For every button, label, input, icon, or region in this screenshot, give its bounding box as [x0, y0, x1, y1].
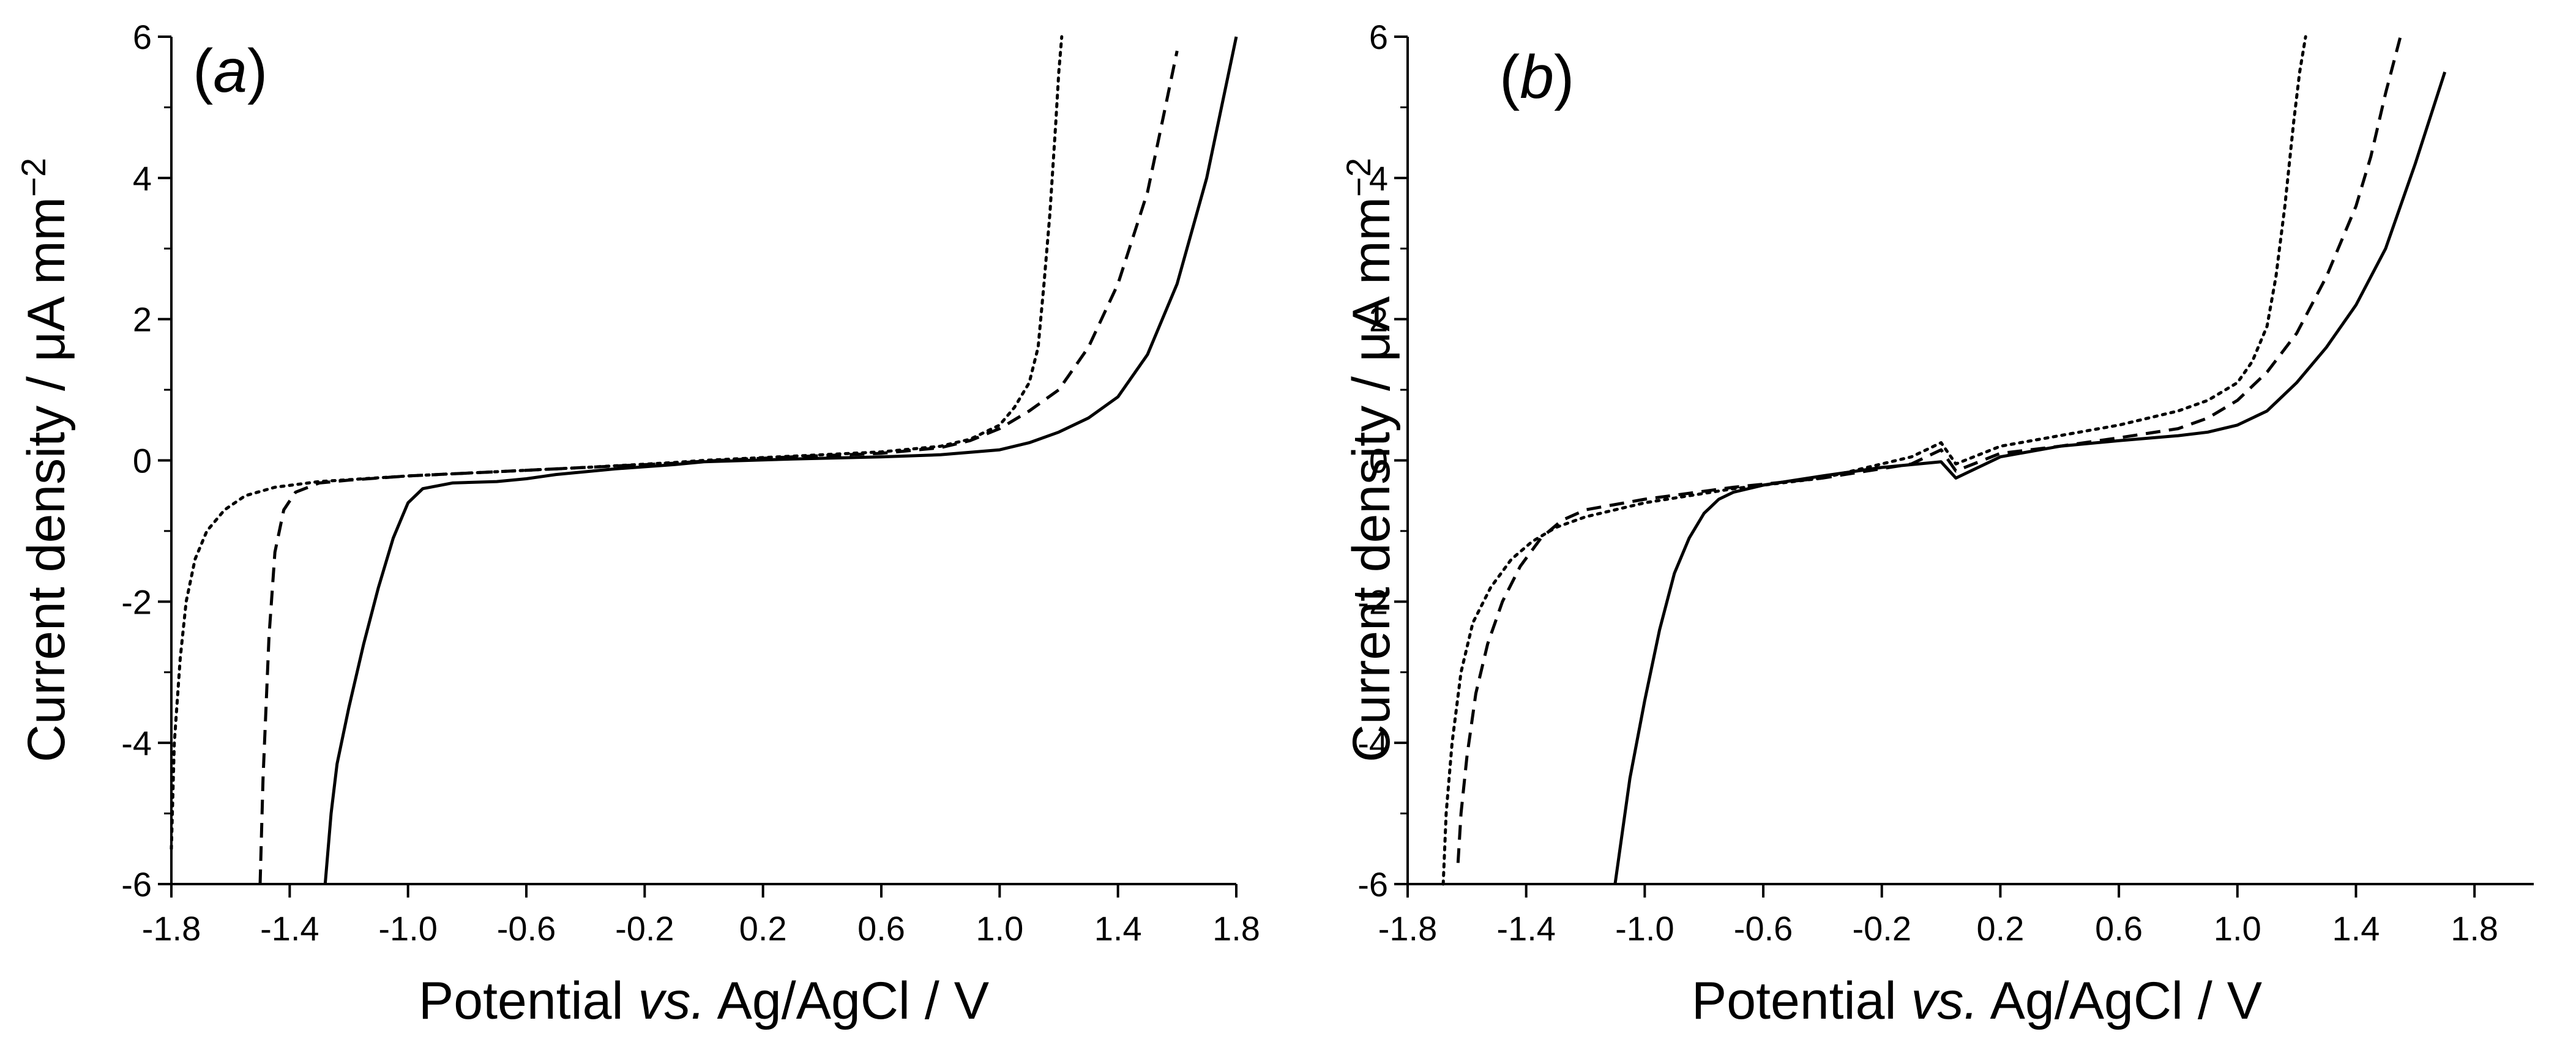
- y-tick-label: -4: [1357, 724, 1388, 762]
- x-axis-title: Potential vs. Ag/AgCl / V: [419, 972, 989, 1030]
- x-tick-label: 0.6: [2095, 909, 2143, 948]
- x-axis-title: Potential vs. Ag/AgCl / V: [1692, 972, 2262, 1030]
- x-ticks: -1.8 -1.4 -1.0 -0.6 -0.2 0.2 0.6 1.0 1.4 1.8: [1378, 884, 2498, 948]
- x-tick-label: 0.2: [1976, 909, 2024, 948]
- x-tick-label: -1.0: [378, 909, 438, 948]
- y-tick-label: 2: [1369, 300, 1388, 339]
- series-line-solid: [323, 36, 1238, 885]
- y-tick-label: -2: [1357, 582, 1388, 621]
- x-tick-label: 1.4: [2332, 909, 2380, 948]
- series-line-dotted: [1441, 35, 2307, 886]
- x-tick-label: 1.0: [976, 909, 1023, 948]
- y-tick-label: 0: [133, 442, 152, 480]
- x-tick-label: -0.6: [497, 909, 556, 948]
- x-tick-label: 1.4: [1094, 909, 1142, 948]
- y-ticks: -6 -4 -2 0 2 4 6: [1357, 18, 1408, 904]
- x-tick-label: -1.4: [260, 909, 319, 948]
- y-ticks: -6 -4 -2 0 2 4 6: [121, 18, 171, 904]
- x-tick-label: -0.6: [1734, 909, 1793, 948]
- series-line-dashed: [1456, 36, 2402, 863]
- x-tick-label: -1.8: [1378, 909, 1438, 948]
- x-tick-label: 0.2: [739, 909, 787, 948]
- y-tick-label: -6: [121, 865, 152, 904]
- y-tick-label: 4: [1369, 159, 1388, 198]
- chart-panel-a: -6 -4 -2 0 2 4 6 -1.8 -1.4 -1.0 -0.6 -0.2 0.2 0.6 1.0…: [14, 18, 1260, 1030]
- chart-panel-b: -6 -4 -2 0 2 4 6 -1.8 -1.4 -1.0 -0.6 -0.2 0.2 0.6 1.0…: [1339, 18, 2534, 1030]
- x-tick-label: -0.2: [615, 909, 674, 948]
- panel-label: (b): [1499, 43, 1574, 111]
- y-axis-title: Current density / μA mm−2: [1339, 158, 1402, 762]
- series-line-dotted: [170, 35, 1064, 850]
- y-tick-label: 6: [133, 18, 152, 56]
- y-tick-label: 4: [133, 159, 152, 198]
- y-tick-label: -4: [121, 724, 152, 762]
- x-tick-label: -0.2: [1852, 909, 1911, 948]
- y-tick-label: -2: [121, 582, 152, 621]
- x-ticks: -1.8 -1.4 -1.0 -0.6 -0.2 0.2 0.6 1.0 1.4 1.8: [142, 884, 1260, 948]
- series-line-solid: [1613, 71, 2447, 885]
- y-tick-label: 2: [133, 300, 152, 339]
- series-line-dashed: [258, 50, 1179, 885]
- y-tick-label: 6: [1369, 18, 1388, 56]
- y-axis-title: Current density / μA mm−2: [14, 158, 77, 762]
- x-tick-label: -1.8: [142, 909, 201, 948]
- x-tick-label: 0.6: [857, 909, 905, 948]
- y-tick-label: -6: [1357, 865, 1388, 904]
- series-layer: [1441, 35, 2447, 886]
- series-layer: [170, 35, 1238, 885]
- x-tick-label: -1.4: [1496, 909, 1556, 948]
- x-tick-label: 1.8: [1212, 909, 1260, 948]
- x-tick-label: 1.8: [2451, 909, 2498, 948]
- panel-label: (a): [193, 37, 267, 105]
- x-tick-label: -1.0: [1615, 909, 1674, 948]
- y-tick-label: 0: [1369, 442, 1388, 480]
- x-tick-label: 1.0: [2214, 909, 2261, 948]
